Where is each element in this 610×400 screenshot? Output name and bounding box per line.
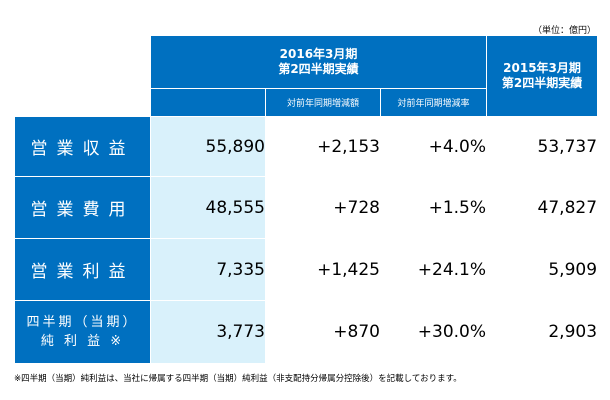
- yoy-rate-value: +1.5%: [379, 176, 488, 239]
- current-value: 7,335: [150, 238, 266, 301]
- current-value-subheader: [150, 88, 266, 117]
- table-row: 営業収益 55,890 +2,153 +4.0% 53,737: [14, 116, 599, 177]
- yoy-rate-value: +4.0%: [379, 116, 488, 177]
- footnote: ※四半期（当期）純利益は、当社に帰属する四半期（当期）純利益（非支配持分帰属分控…: [14, 374, 462, 384]
- header-row: 2016年3月期 第2四半期実績 2015年3月期 第2四半期実績: [14, 35, 599, 117]
- net-income-label-line2: 純 利 益 ※: [40, 334, 125, 349]
- previous-value: 2,903: [486, 300, 599, 364]
- table-row: 営業利益 7,335 +1,425 +24.1% 5,909: [14, 238, 599, 301]
- row-label-net-income: 四半期（当期） 純 利 益 ※: [14, 300, 151, 364]
- yoy-rate-value: +30.0%: [379, 300, 488, 364]
- yoy-rate-value: +24.1%: [379, 238, 488, 301]
- previous-value: 47,827: [486, 176, 599, 239]
- unit-note: （単位：億円）: [532, 26, 596, 36]
- current-value: 55,890: [150, 116, 266, 177]
- net-income-label-line1: 四半期（当期）: [26, 315, 139, 330]
- yoy-amount-value: +870: [265, 300, 381, 364]
- financial-results-table: 2016年3月期 第2四半期実績 2015年3月期 第2四半期実績 対前年同期増…: [14, 35, 599, 364]
- current-value: 48,555: [150, 176, 266, 239]
- current-period-quarter: 第2四半期実績: [278, 62, 359, 76]
- current-period-year: 2016年3月期: [279, 47, 358, 61]
- previous-period-year: 2015年3月期: [503, 61, 581, 75]
- yoy-amount-value: +728: [265, 176, 381, 239]
- subheader-row: 対前年同期増減額 対前年同期増減率: [15, 88, 598, 117]
- previous-period-header: 2015年3月期 第2四半期実績: [486, 35, 599, 117]
- row-label-operating-expenses: 営業費用: [14, 176, 151, 239]
- row-label-operating-income: 営業利益: [14, 238, 151, 301]
- previous-value: 53,737: [486, 116, 599, 177]
- current-period-header: 2016年3月期 第2四半期実績: [149, 35, 488, 89]
- yoy-amount-header: 対前年同期増減額: [265, 88, 381, 117]
- row-label-operating-revenue: 営業収益: [14, 116, 151, 177]
- table-row: 営業費用 48,555 +728 +1.5% 47,827: [14, 176, 599, 239]
- table-corner: [14, 35, 151, 117]
- yoy-amount-value: +1,425: [265, 238, 381, 301]
- yoy-amount-value: +2,153: [265, 116, 381, 177]
- previous-period-quarter: 第2四半期実績: [501, 76, 583, 90]
- table-row: 四半期（当期） 純 利 益 ※ 3,773 +870 +30.0% 2,903: [14, 300, 599, 364]
- previous-value: 5,909: [486, 238, 599, 301]
- yoy-rate-header: 対前年同期増減率: [379, 88, 488, 117]
- current-value: 3,773: [150, 300, 266, 364]
